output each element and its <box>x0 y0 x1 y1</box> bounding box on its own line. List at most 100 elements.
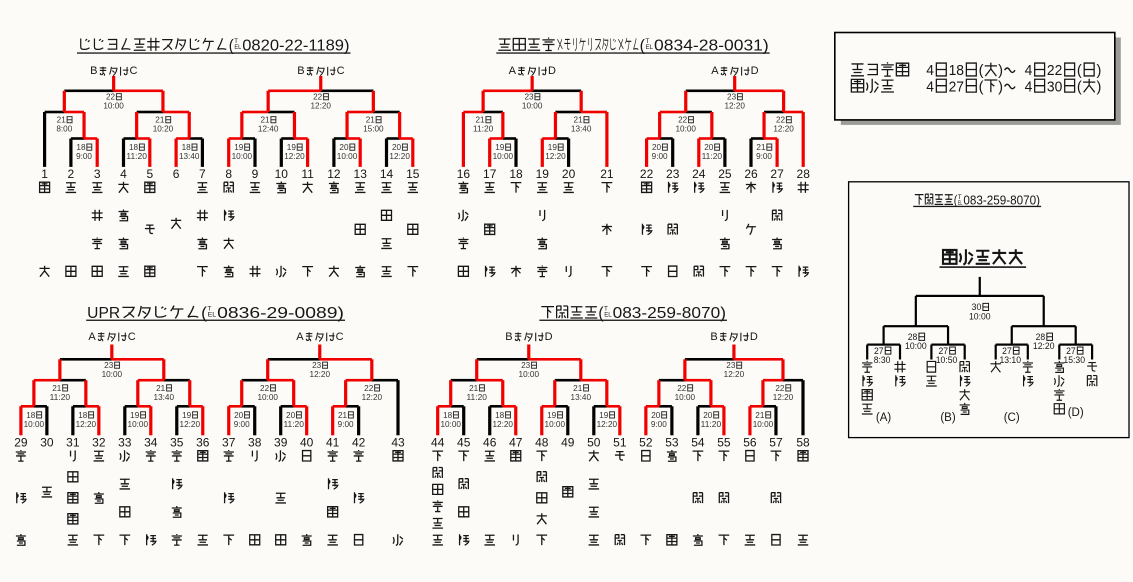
svg-text:21: 21 <box>469 383 478 393</box>
svg-text:10:00: 10:00 <box>753 419 774 429</box>
svg-text:30: 30 <box>40 435 54 449</box>
svg-text:9:00: 9:00 <box>652 151 668 161</box>
svg-text:35: 35 <box>170 435 184 449</box>
svg-text:19: 19 <box>130 410 139 420</box>
svg-text:19: 19 <box>548 142 557 152</box>
svg-text:43: 43 <box>391 435 405 449</box>
svg-text:18: 18 <box>443 410 452 420</box>
svg-text:9:00: 9:00 <box>756 151 772 161</box>
svg-text:50: 50 <box>587 435 601 449</box>
svg-text:16: 16 <box>457 167 471 181</box>
svg-text:(: ( <box>979 79 984 95</box>
svg-text:18: 18 <box>949 63 964 79</box>
svg-text:(B): (B) <box>940 412 956 424</box>
svg-text:12:20: 12:20 <box>284 151 305 161</box>
svg-text:44: 44 <box>431 435 445 449</box>
svg-text:18: 18 <box>129 142 138 152</box>
svg-text:D: D <box>750 331 758 343</box>
svg-text:12:20: 12:20 <box>1033 341 1055 351</box>
svg-text:18: 18 <box>76 142 85 152</box>
svg-text:B: B <box>505 331 512 343</box>
svg-text:52: 52 <box>639 435 653 449</box>
svg-text:49: 49 <box>561 435 575 449</box>
svg-text:34: 34 <box>144 435 158 449</box>
svg-text:14: 14 <box>380 167 394 181</box>
svg-text:22: 22 <box>640 167 654 181</box>
svg-text:31: 31 <box>66 435 80 449</box>
svg-text:D: D <box>751 65 759 77</box>
svg-text:19: 19 <box>536 167 550 181</box>
svg-text:58: 58 <box>796 435 810 449</box>
svg-text:38: 38 <box>248 435 262 449</box>
svg-text:11:20: 11:20 <box>473 124 494 134</box>
svg-text:15:00: 15:00 <box>363 124 384 134</box>
svg-text:(: ( <box>229 37 235 54</box>
svg-text:27: 27 <box>938 346 948 356</box>
svg-text:27: 27 <box>874 346 884 356</box>
svg-text:(D): (D) <box>1068 407 1084 419</box>
svg-text:): ) <box>1096 79 1101 95</box>
svg-text:12:20: 12:20 <box>724 101 745 111</box>
svg-text:28: 28 <box>908 332 918 342</box>
svg-text:56: 56 <box>743 435 757 449</box>
svg-text:EL: EL <box>208 312 217 319</box>
svg-text:10:00: 10:00 <box>969 311 991 321</box>
svg-text:EL: EL <box>234 44 241 51</box>
svg-text:A: A <box>296 331 304 343</box>
svg-text:46: 46 <box>483 435 497 449</box>
svg-text:10:00: 10:00 <box>493 151 514 161</box>
svg-text:10:00: 10:00 <box>545 419 566 429</box>
svg-text:B: B <box>90 65 97 77</box>
svg-text:10:00: 10:00 <box>24 419 45 429</box>
svg-text:55: 55 <box>717 435 731 449</box>
svg-text:18: 18 <box>78 410 87 420</box>
svg-text:53: 53 <box>665 435 679 449</box>
svg-text:(: ( <box>201 305 208 322</box>
svg-text:10:00: 10:00 <box>676 124 697 134</box>
svg-text:): ) <box>998 79 1003 95</box>
svg-text:8:00: 8:00 <box>56 124 72 134</box>
svg-text:4: 4 <box>926 63 934 79</box>
svg-text:12:20: 12:20 <box>310 369 331 379</box>
svg-text:20: 20 <box>651 410 660 420</box>
svg-text:D: D <box>545 331 553 343</box>
svg-text:T: T <box>604 306 608 313</box>
svg-text:11:20: 11:20 <box>283 419 304 429</box>
svg-text:21: 21 <box>156 383 165 393</box>
svg-text:20: 20 <box>704 142 713 152</box>
svg-text:(C): (C) <box>1004 412 1020 424</box>
svg-text:B: B <box>297 65 304 77</box>
svg-text:12:20: 12:20 <box>389 151 410 161</box>
svg-text:0820-22-1189): 0820-22-1189) <box>242 37 349 54</box>
svg-text:57: 57 <box>769 435 783 449</box>
svg-text:(: ( <box>1077 63 1082 79</box>
svg-text:083-259-8070): 083-259-8070) <box>963 193 1040 208</box>
svg-text:23: 23 <box>312 360 321 370</box>
svg-text:22: 22 <box>775 383 784 393</box>
svg-text:0836-29-0089): 0836-29-0089) <box>217 305 344 322</box>
svg-text:4: 4 <box>120 167 127 181</box>
svg-text:12:20: 12:20 <box>724 369 745 379</box>
svg-text:9:00: 9:00 <box>76 151 92 161</box>
svg-text:11:20: 11:20 <box>466 392 487 402</box>
svg-text:22: 22 <box>678 115 687 125</box>
svg-text:21: 21 <box>755 410 764 420</box>
svg-text:D: D <box>548 65 556 77</box>
svg-text:5: 5 <box>146 167 153 181</box>
svg-text:20: 20 <box>392 142 401 152</box>
svg-text:21: 21 <box>338 410 347 420</box>
svg-text:11:20: 11:20 <box>126 151 147 161</box>
svg-text:20: 20 <box>562 167 576 181</box>
svg-text:): ) <box>998 63 1003 79</box>
svg-text:24: 24 <box>692 167 706 181</box>
svg-text:51: 51 <box>613 435 627 449</box>
svg-text:27: 27 <box>1002 346 1012 356</box>
svg-text:21: 21 <box>155 115 164 125</box>
svg-text:13:40: 13:40 <box>154 392 175 402</box>
svg-text:C: C <box>336 331 344 343</box>
svg-text:1: 1 <box>41 167 48 181</box>
svg-text:36: 36 <box>196 435 210 449</box>
svg-text:10:00: 10:00 <box>103 101 124 111</box>
svg-text:40: 40 <box>300 435 314 449</box>
svg-text:19: 19 <box>599 410 608 420</box>
